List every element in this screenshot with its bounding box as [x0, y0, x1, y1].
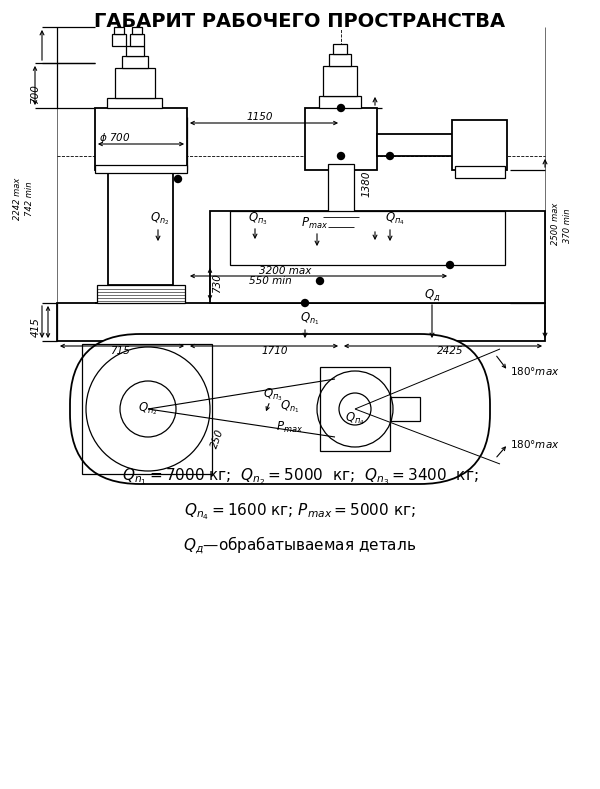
Bar — [452, 120, 507, 170]
Text: 550 min: 550 min — [248, 276, 292, 286]
Text: 2425: 2425 — [437, 346, 463, 356]
Text: $P_{max}$: $P_{max}$ — [301, 215, 329, 230]
Bar — [114, 27, 124, 34]
Bar — [377, 134, 472, 156]
Text: 1710: 1710 — [262, 346, 288, 356]
Bar — [95, 165, 187, 173]
Text: 715: 715 — [110, 346, 130, 356]
Text: $Q_{п_2}$: $Q_{п_2}$ — [138, 401, 158, 417]
Text: $Q_{n_4}=1600$ кг; $P_{max}=5000$ кг;: $Q_{n_4}=1600$ кг; $P_{max}=5000$ кг; — [184, 502, 416, 522]
Text: $Q_{n_1}$: $Q_{n_1}$ — [300, 311, 320, 327]
Text: 415: 415 — [31, 317, 41, 337]
Bar — [97, 285, 185, 303]
Circle shape — [337, 104, 344, 111]
Circle shape — [337, 152, 344, 159]
Bar — [329, 54, 351, 66]
Text: $Q_{д}$—обрабатываемая деталь: $Q_{д}$—обрабатываемая деталь — [184, 534, 416, 556]
Text: 250: 250 — [210, 428, 226, 450]
Bar — [82, 344, 212, 474]
Text: $Q_{n_1}$: $Q_{n_1}$ — [280, 398, 300, 415]
Circle shape — [446, 261, 454, 268]
Bar — [210, 211, 545, 303]
Bar — [130, 34, 144, 46]
Bar — [333, 44, 347, 54]
Text: 742 min: 742 min — [25, 181, 35, 216]
Text: $Q_{п_4}$: $Q_{п_4}$ — [385, 211, 405, 227]
Text: $\phi$ 700: $\phi$ 700 — [99, 131, 131, 145]
Bar — [132, 27, 142, 34]
Bar — [319, 96, 361, 108]
Bar — [230, 211, 505, 265]
Bar — [95, 108, 187, 170]
Bar — [455, 166, 505, 178]
Text: $180°max$: $180°max$ — [510, 365, 560, 377]
Text: $Q_{n_2}$: $Q_{n_2}$ — [150, 211, 170, 227]
FancyBboxPatch shape — [70, 334, 490, 484]
Text: $180°max$: $180°max$ — [510, 438, 560, 450]
Bar — [107, 98, 162, 108]
Bar — [112, 34, 126, 46]
Text: 700: 700 — [30, 84, 40, 104]
Text: $Q_{п_4}$: $Q_{п_4}$ — [345, 411, 365, 428]
Text: $Q_{п_3}$: $Q_{п_3}$ — [263, 387, 283, 403]
Circle shape — [386, 152, 394, 159]
Text: 2500 max: 2500 max — [551, 203, 560, 245]
Bar — [332, 237, 350, 249]
Bar — [108, 170, 173, 285]
Bar — [323, 66, 357, 96]
Text: $Q_{n_1}=7000$ кг;  $Q_{n_2}=5000$  кг;  $Q_{n_3}=3400$  кг;: $Q_{n_1}=7000$ кг; $Q_{n_2}=5000$ кг; $Q… — [122, 467, 478, 488]
Bar — [323, 220, 359, 230]
Circle shape — [317, 278, 323, 285]
Text: 730: 730 — [212, 273, 222, 293]
Bar — [122, 56, 148, 68]
Text: 1380: 1380 — [362, 170, 372, 197]
Bar — [305, 108, 377, 170]
Text: 3200 max: 3200 max — [259, 266, 311, 276]
Bar — [328, 226, 354, 240]
Bar — [115, 68, 155, 98]
Bar — [126, 46, 144, 56]
Text: $P_{max}$: $P_{max}$ — [277, 420, 304, 435]
Bar — [390, 397, 420, 421]
Text: 2242 max: 2242 max — [13, 178, 22, 220]
Bar — [328, 164, 354, 224]
Text: $Q_{п_3}$: $Q_{п_3}$ — [248, 211, 268, 227]
Text: 1150: 1150 — [247, 112, 273, 122]
Bar — [57, 303, 545, 341]
Bar — [320, 367, 390, 451]
Text: ГАБАРИТ РАБОЧЕГО ПРОСТРАНСТВА: ГАБАРИТ РАБОЧЕГО ПРОСТРАНСТВА — [94, 12, 506, 31]
Circle shape — [302, 300, 308, 306]
Circle shape — [175, 175, 182, 182]
Text: $Q_{д}$: $Q_{д}$ — [424, 287, 440, 303]
Text: 370 min: 370 min — [563, 209, 572, 243]
